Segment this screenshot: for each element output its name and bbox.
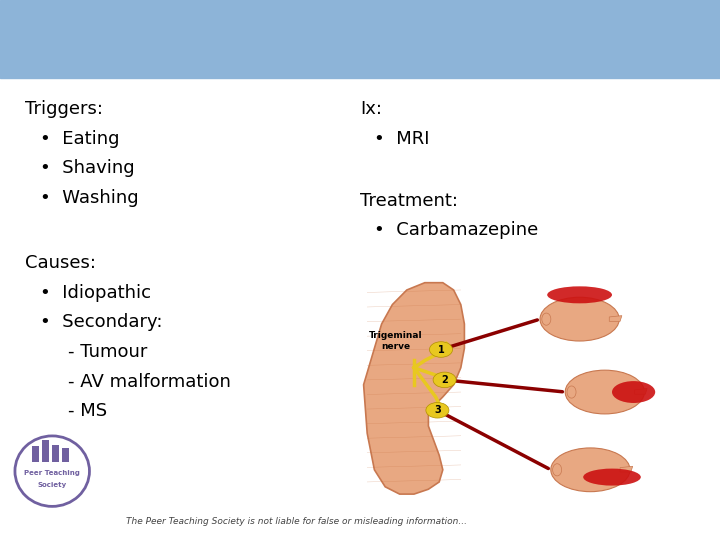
Text: - Tumour: - Tumour: [68, 343, 148, 361]
Circle shape: [429, 342, 452, 357]
Text: 1: 1: [438, 345, 444, 355]
Text: •  MRI: • MRI: [374, 130, 430, 147]
Polygon shape: [609, 316, 622, 321]
Text: Causes:: Causes:: [25, 254, 96, 272]
Ellipse shape: [565, 370, 644, 414]
Text: •  Secondary:: • Secondary:: [40, 313, 162, 331]
Ellipse shape: [542, 313, 551, 325]
Text: 2: 2: [441, 375, 448, 385]
Text: The Peer Teaching Society is not liable for false or misleading information...: The Peer Teaching Society is not liable …: [126, 517, 467, 526]
Ellipse shape: [553, 464, 562, 476]
Ellipse shape: [583, 469, 641, 485]
Text: Treatment:: Treatment:: [360, 192, 458, 210]
Bar: [42, 440, 49, 462]
Ellipse shape: [612, 381, 655, 403]
Circle shape: [433, 372, 456, 388]
Text: Ix:: Ix:: [360, 100, 382, 118]
Text: •  Carbamazepine: • Carbamazepine: [374, 221, 539, 239]
Ellipse shape: [540, 297, 619, 341]
Circle shape: [426, 402, 449, 418]
Text: •  Shaving: • Shaving: [40, 159, 134, 177]
Text: •  Washing: • Washing: [40, 189, 138, 207]
Text: - AV malformation: - AV malformation: [68, 373, 231, 390]
Ellipse shape: [551, 448, 630, 491]
Text: Peer Teaching: Peer Teaching: [24, 470, 80, 476]
Text: Trigeminal Neuralgia: Trigeminal Neuralgia: [18, 24, 362, 57]
Ellipse shape: [547, 286, 612, 303]
Ellipse shape: [567, 386, 576, 398]
Text: - MS: - MS: [68, 402, 107, 420]
Text: •  Idiopathic: • Idiopathic: [40, 284, 150, 301]
Text: Triggers:: Triggers:: [25, 100, 103, 118]
Text: Society: Society: [37, 482, 67, 488]
Text: 3: 3: [434, 405, 441, 415]
Polygon shape: [620, 467, 633, 472]
Text: •  Eating: • Eating: [40, 130, 119, 147]
Bar: [62, 448, 69, 462]
Polygon shape: [364, 283, 464, 494]
Polygon shape: [634, 389, 647, 394]
Text: Trigeminal
nerve: Trigeminal nerve: [369, 332, 423, 350]
Bar: [53, 444, 59, 462]
Bar: [32, 446, 39, 462]
